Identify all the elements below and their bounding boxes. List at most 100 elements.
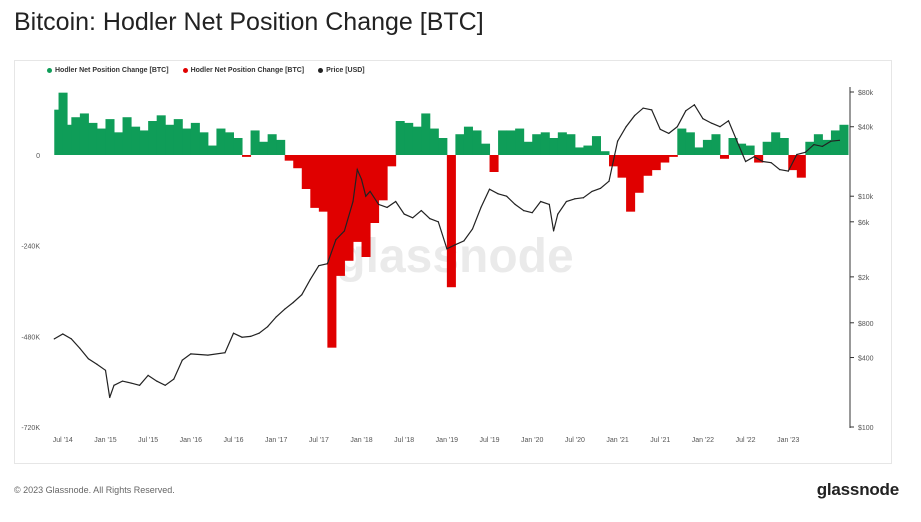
legend-label-negative: Hodler Net Position Change [BTC] [190,67,305,74]
legend-dot-negative [182,68,188,73]
net-position-positive-bar [685,132,695,155]
net-position-positive-bar [779,138,789,155]
y-right-tick-label: $400 [858,356,874,363]
copyright-text: © 2023 Glassnode. All Rights Reserved. [14,485,175,495]
price-point [173,378,175,380]
price-point [736,140,738,142]
price-point [377,203,380,205]
x-tick-label: Jul '16 [223,437,243,444]
price-point [113,384,115,386]
legend-label-price: Price [USD] [326,67,365,74]
net-position-negative-bar [361,155,371,257]
x-tick-label: Jan '20 [521,437,543,444]
x-tick-label: Jan '21 [606,437,628,444]
net-position-positive-bar [839,124,849,155]
y-left-tick-label: -480K [21,334,40,341]
net-position-positive-bar [771,132,781,155]
y-right-tick-label: $800 [858,321,874,328]
net-position-positive-bar [813,134,823,155]
net-position-positive-bar [463,126,473,155]
net-position-negative-bar [293,155,303,169]
price-point [727,120,730,122]
net-position-negative-bar [668,155,678,157]
net-position-positive-bar [549,138,559,155]
net-position-positive-bar [79,113,89,155]
net-position-positive-bar [71,117,81,155]
legend-item-negative[interactable]: Hodler Net Position Change [BTC] [182,67,305,74]
legend-item-positive[interactable]: Hodler Net Position Change [BTC] [47,67,169,74]
net-position-positive-bar [429,128,439,155]
price-point [813,144,815,146]
net-position-positive-bar [250,130,260,155]
net-position-negative-bar [370,155,380,223]
price-point [275,316,277,318]
price-point [540,200,542,203]
net-position-positive-bar [182,128,192,155]
y-right-tick-label: $80k [858,90,874,97]
net-position-positive-bar [224,132,234,155]
net-position-negative-bar [352,155,363,242]
price-point [616,140,619,142]
price-point [642,107,644,109]
price-point [87,358,90,360]
price-point [463,240,465,242]
price-point [232,332,235,334]
price-point [249,335,252,337]
price-point [420,210,422,212]
net-position-positive-bar [233,138,243,155]
net-position-positive-bar [540,132,550,155]
net-position-positive-bar [711,134,721,155]
net-position-positive-bar [481,143,491,155]
price-point [471,228,474,230]
price-point [335,239,337,241]
price-point [531,212,533,214]
x-tick-label: Jul '21 [650,437,670,444]
price-point [343,230,346,232]
price-point [676,126,678,128]
price-point [591,190,593,193]
price-point [53,338,55,340]
price-point [744,160,747,163]
y-left-tick-label: 0 [36,153,40,160]
net-position-positive-bar [677,128,687,155]
price-point [685,110,687,112]
net-position-negative-bar [335,155,345,276]
legend-item-price[interactable]: Price [USD] [318,67,365,74]
net-position-positive-bar [472,130,482,155]
net-position-positive-bar [165,124,175,155]
net-position-positive-bar [88,122,98,155]
x-tick-label: Jan '18 [350,437,372,444]
net-position-positive-bar [557,132,567,155]
net-position-positive-bar [62,124,72,155]
net-position-positive-bar [148,121,158,155]
price-point [552,230,555,232]
chart-panel [14,60,892,464]
price-point [369,190,371,193]
price-point [386,206,388,208]
net-position-positive-bar [455,134,465,155]
net-position-negative-bar [344,155,354,261]
price-point [753,156,755,158]
net-position-positive-bar [728,138,738,155]
x-tick-label: Jul '15 [138,437,158,444]
price-point [488,188,491,190]
net-position-positive-bar [532,134,542,155]
price-point [284,308,286,310]
price-point [548,203,550,205]
net-position-positive-bar [421,113,431,155]
y-left-tick-label: -240K [21,244,40,251]
price-point [821,145,823,148]
price-point [139,384,141,386]
net-position-negative-bar [387,155,397,167]
price-point [582,197,585,199]
net-position-positive-bar [762,141,772,155]
net-position-negative-bar [660,155,670,163]
y-right-tick-label: $2k [858,275,870,282]
net-position-positive-bar [574,147,584,155]
price-point [70,338,72,340]
price-point [625,126,627,128]
price-point [181,359,183,361]
price-point [659,128,661,130]
x-tick-label: Jan '17 [265,437,287,444]
price-point [412,217,414,219]
